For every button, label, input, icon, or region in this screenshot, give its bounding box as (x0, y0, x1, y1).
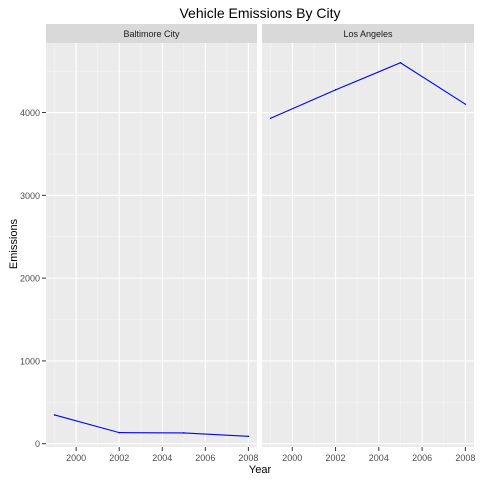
data-point (334, 89, 337, 91)
data-point (247, 435, 250, 438)
data-point (399, 61, 402, 64)
data-point (464, 103, 467, 105)
plot-panel-background (262, 43, 474, 447)
x-tick-label: 2004 (369, 453, 389, 463)
y-tick-label: 0 (35, 439, 40, 449)
facet-strip (46, 24, 257, 43)
plot-panel-background (46, 43, 257, 447)
y-tick-label: 4000 (20, 108, 40, 118)
x-tick-label: 2006 (412, 453, 432, 463)
data-point (53, 414, 56, 416)
x-tick-label: 2000 (66, 453, 86, 463)
x-tick-label: 2006 (195, 453, 215, 463)
facet-panel: Baltimore City 2000 2002 2004 2006 2008 (46, 24, 258, 463)
x-tick-label: 2008 (455, 453, 475, 463)
x-tick-label: 2002 (109, 453, 129, 463)
x-tick-label: 2008 (238, 453, 258, 463)
facet-strip-label: Los Angeles (343, 29, 393, 39)
data-point (182, 432, 185, 434)
series-line (54, 414, 249, 437)
y-axis-label: Emissions (8, 218, 20, 269)
data-point (269, 117, 272, 120)
y-tick-label: 3000 (20, 191, 40, 201)
facet-strip (262, 24, 474, 43)
series-line (270, 62, 466, 119)
facet-panels: 0 1000 2000 3000 4000 Baltimore City 2000 2002 2… (20, 24, 475, 463)
x-axis-label: Year (249, 464, 272, 476)
facet-panel: Los Angeles 2000 2002 2004 2006 2008 (262, 24, 475, 463)
facet-strip-label: Baltimore City (123, 29, 180, 39)
x-tick-label: 2000 (282, 453, 302, 463)
x-tick-label: 2004 (152, 453, 172, 463)
x-tick-label: 2002 (326, 453, 346, 463)
y-tick-label: 1000 (20, 356, 40, 366)
y-tick-label: 2000 (20, 274, 40, 284)
data-point (118, 431, 121, 434)
chart-title: Vehicle Emissions By City (179, 5, 340, 21)
